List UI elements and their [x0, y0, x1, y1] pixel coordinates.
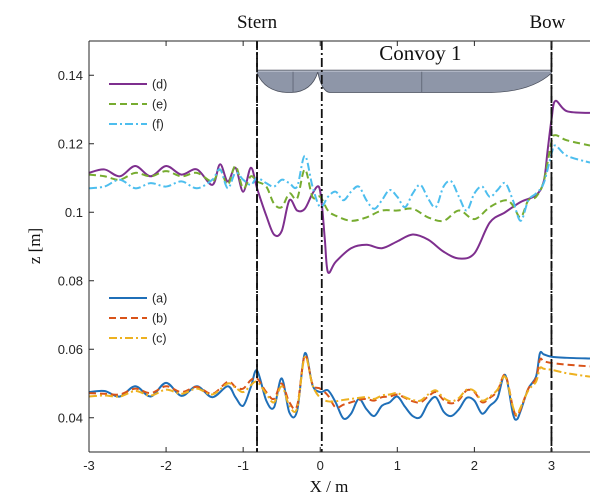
y-tick-label: 0.1 — [65, 205, 83, 220]
x-axis-label: X / m — [310, 477, 349, 496]
ticks: -3 -2 -1 0 1 2 3 0.04 0.06 0.08 0.1 0.12 0.14 — [58, 41, 555, 473]
y-tick-label: 0.12 — [58, 136, 83, 151]
legends: (d) (e) (f) (a) (b) (c) — [109, 78, 167, 346]
x-tick-label: 1 — [394, 458, 401, 473]
series-line-a — [89, 350, 590, 421]
legend-label: (f) — [152, 118, 164, 132]
series-line-f — [89, 144, 590, 222]
reference-lines — [256, 41, 553, 452]
legend-label: (a) — [152, 292, 167, 306]
annotation-stern: Stern — [237, 12, 278, 33]
y-tick-label: 0.04 — [58, 410, 83, 425]
y-axis-label: z [m] — [25, 228, 44, 264]
series-line-e — [89, 134, 590, 223]
x-tick-label: -3 — [83, 458, 95, 473]
series-line-c — [89, 355, 590, 416]
hull-shape — [256, 69, 552, 93]
y-tick-label: 0.08 — [58, 273, 83, 288]
legend-label: (d) — [152, 78, 167, 92]
legend-label: (e) — [152, 98, 167, 112]
series-layer — [89, 99, 590, 421]
x-tick-label: -1 — [237, 458, 249, 473]
axes — [88, 40, 590, 453]
y-tick-label: 0.14 — [58, 68, 83, 83]
hull-layer — [256, 69, 552, 93]
annotation-bow: Bow — [530, 12, 566, 33]
x-tick-label: -2 — [160, 458, 172, 473]
x-tick-label: 3 — [548, 458, 555, 473]
legend-label: (b) — [152, 312, 167, 326]
annotations: Stern Bow Convoy 1 — [237, 12, 566, 65]
x-tick-label: 2 — [471, 458, 478, 473]
x-tick-label: 0 — [317, 458, 324, 473]
annotation-convoy-1: Convoy 1 — [379, 41, 461, 65]
y-tick-label: 0.06 — [58, 342, 83, 357]
legend-label: (c) — [152, 332, 167, 346]
